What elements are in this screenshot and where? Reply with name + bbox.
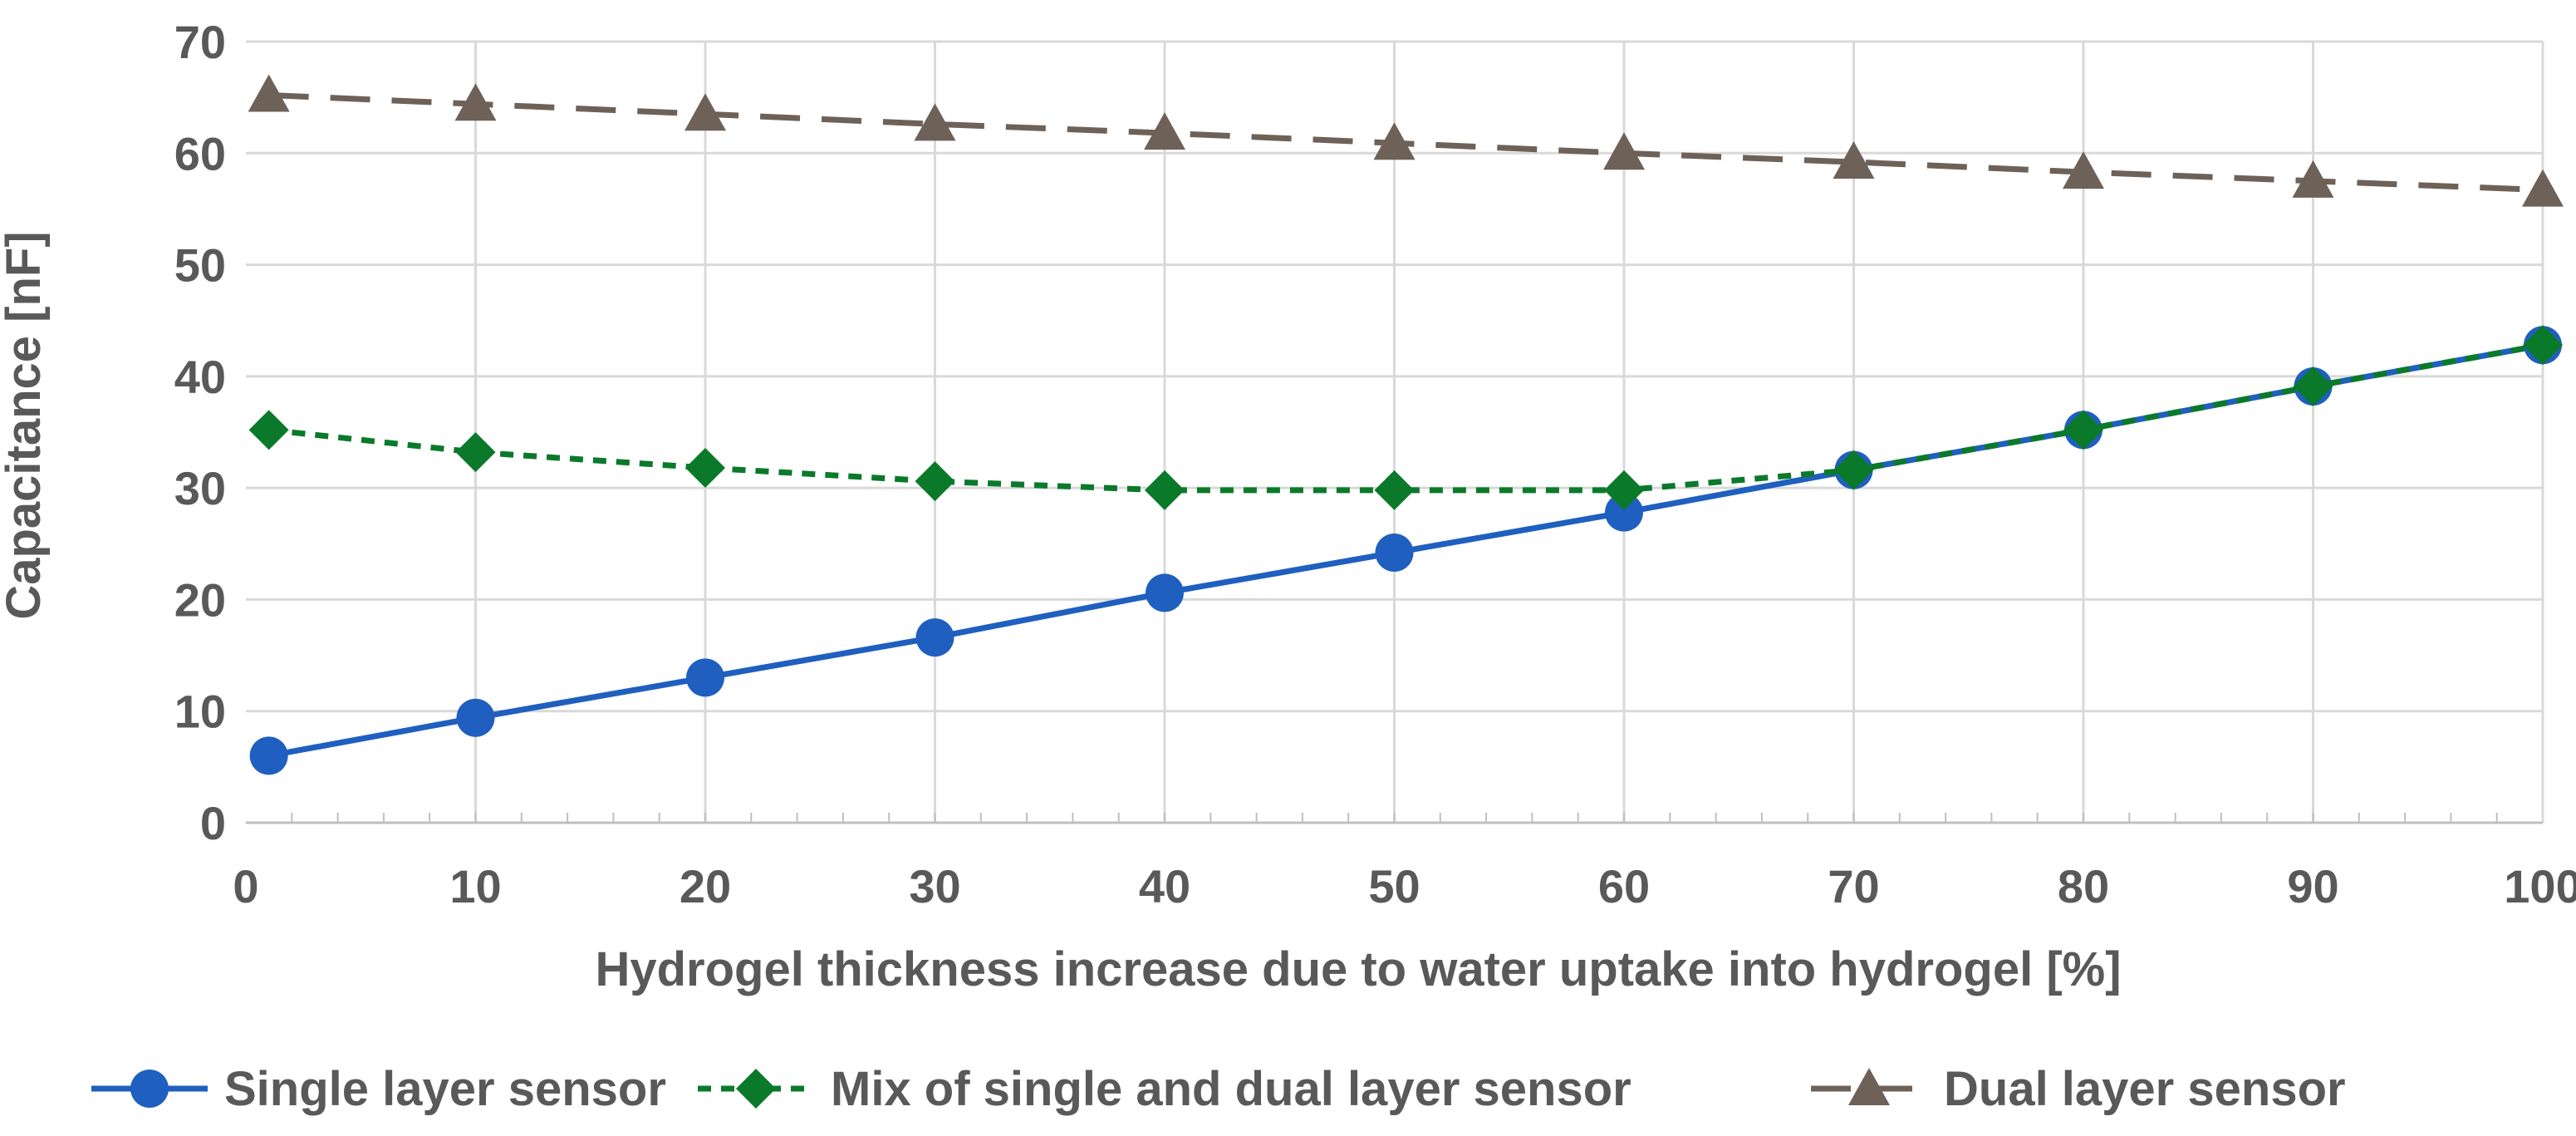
x-tick-label: 60 [1598,860,1650,912]
y-tick-label: 40 [174,351,226,403]
x-tick-label: 100 [2504,860,2576,912]
axes [246,813,2543,824]
data-point [249,736,288,775]
y-tick-label: 20 [174,573,226,626]
series-1 [248,325,2563,510]
data-point [2063,410,2103,450]
data-point [1375,534,1414,573]
legend-swatch-marker [1848,1068,1890,1105]
x-tick-label: 70 [1828,860,1879,912]
y-tick-labels: 0 10 20 30 40 50 60 70 [174,16,226,849]
legend: Single layer sensor Mix of single and dua… [91,1062,2346,1116]
data-point [1604,470,1644,510]
data-point [1145,470,1185,510]
data-point [455,432,496,473]
legend-item: Mix of single and dual layer sensor [698,1062,1631,1116]
data-point [685,447,725,488]
data-point [1833,450,1874,490]
legend-item: Single layer sensor [91,1062,666,1116]
x-tick-label: 20 [680,860,731,912]
legend-swatch-marker [130,1070,169,1108]
y-tick-label: 70 [174,16,226,68]
data-point [2523,325,2563,366]
legend-swatch-marker [736,1069,776,1109]
data-series [248,74,2564,775]
x-tick-label: 0 [233,860,258,912]
series-line [268,342,2544,494]
data-point [1833,141,1875,179]
data-point [2063,151,2104,189]
data-point [2293,366,2333,406]
series-line [268,91,2544,194]
data-point [1146,573,1184,612]
x-axis-title: Hydrogel thickness increase due to water… [595,942,2121,996]
data-point [248,410,289,450]
series-0 [249,326,2562,775]
data-point [248,74,290,112]
y-tick-label: 60 [174,127,226,179]
x-tick-label: 80 [2058,860,2109,912]
y-tick-label: 50 [174,239,226,292]
data-point [454,83,497,121]
x-tick-label: 40 [1139,860,1190,912]
x-tick-label: 90 [2287,860,2338,912]
data-point [915,618,954,657]
data-point [1603,132,1645,170]
data-point [1605,493,1643,532]
legend-label: Single layer sensor [224,1062,666,1116]
x-tick-labels: 0 10 20 30 40 50 60 70 80 90 100 [233,860,2576,912]
data-point [1373,122,1416,160]
y-tick-label: 10 [174,686,226,738]
y-axis-title: Capacitance [nF] [0,231,51,619]
data-point [684,93,726,131]
data-point [2292,160,2334,198]
data-point [686,658,724,697]
data-point [1374,470,1415,510]
data-point [1144,112,1185,150]
y-tick-label: 30 [174,462,226,514]
data-point [915,461,955,502]
x-tick-label: 30 [909,860,960,912]
legend-label: Dual layer sensor [1944,1062,2346,1116]
data-point [2522,169,2564,207]
y-tick-label: 0 [200,797,226,849]
legend-label: Mix of single and dual layer sensor [831,1062,1631,1116]
x-tick-label: 10 [449,860,501,912]
legend-item: Dual layer sensor [1811,1062,2346,1116]
data-point [456,698,495,737]
data-point [914,103,956,141]
series-2 [248,74,2564,207]
x-tick-label: 50 [1368,860,1420,912]
